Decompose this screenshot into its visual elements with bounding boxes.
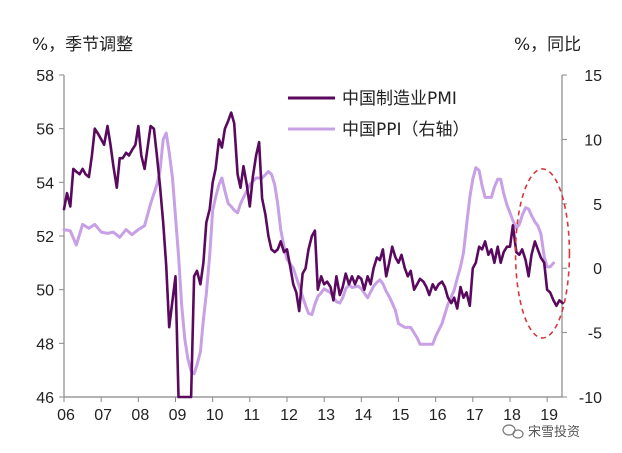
wechat-icon bbox=[502, 424, 524, 439]
x-tick-label: 17 bbox=[466, 407, 484, 424]
x-tick-label: 12 bbox=[280, 407, 298, 424]
y-left-tick-label: 50 bbox=[36, 283, 54, 300]
series-line-ppi bbox=[62, 131, 555, 376]
legend-label-ppi: 中国PPI（右轴） bbox=[342, 120, 470, 140]
x-tick-label: 15 bbox=[392, 407, 410, 424]
chart-lines bbox=[62, 111, 564, 399]
y-right-tick-label: 10 bbox=[584, 132, 602, 149]
legend: 中国制造业PMI 中国PPI（右轴） bbox=[288, 89, 470, 140]
series-line-pmi bbox=[62, 111, 564, 399]
left-axis-unit-label: %，季节调整 bbox=[32, 35, 133, 55]
y-left-tick-label: 48 bbox=[36, 336, 54, 353]
x-tick-label: 19 bbox=[540, 407, 558, 424]
y-left-tick-label: 56 bbox=[36, 122, 54, 139]
y-left-tick-label: 54 bbox=[36, 175, 54, 192]
x-tick-label: 06 bbox=[57, 407, 75, 424]
watermark: 宋雪投资 bbox=[502, 424, 580, 440]
x-tick-label: 09 bbox=[169, 407, 187, 424]
y-left-tick-label: 58 bbox=[36, 68, 54, 85]
x-tick-label: 18 bbox=[503, 407, 521, 424]
y-right-tick-label: 0 bbox=[593, 261, 602, 278]
chart-annotation bbox=[514, 168, 571, 339]
chart-axes: 46 48 50 52 54 56 58 -10 -5 0 5 10 15 06 07 08 09 10 11 12 1… bbox=[36, 68, 602, 424]
x-tick-label: 11 bbox=[244, 407, 261, 424]
x-tick-label: 10 bbox=[206, 407, 224, 424]
dashed-highlight-ellipse bbox=[514, 168, 571, 339]
y-right-tick-label: 15 bbox=[584, 68, 602, 85]
x-tick-label: 13 bbox=[317, 407, 335, 424]
legend-label-pmi: 中国制造业PMI bbox=[342, 89, 457, 109]
x-tick-label: 07 bbox=[94, 407, 112, 424]
x-tick-label: 16 bbox=[429, 407, 447, 424]
watermark-text: 宋雪投资 bbox=[528, 424, 580, 440]
y-right-tick-label: -5 bbox=[588, 326, 602, 343]
x-tick-label: 08 bbox=[131, 407, 149, 424]
y-left-tick-label: 46 bbox=[36, 390, 54, 407]
y-right-tick-label: -10 bbox=[579, 390, 602, 407]
y-left-tick-label: 52 bbox=[36, 229, 54, 246]
y-right-tick-label: 5 bbox=[593, 197, 602, 214]
x-tick-label: 14 bbox=[354, 407, 372, 424]
right-axis-unit-label: %，同比 bbox=[514, 35, 581, 55]
